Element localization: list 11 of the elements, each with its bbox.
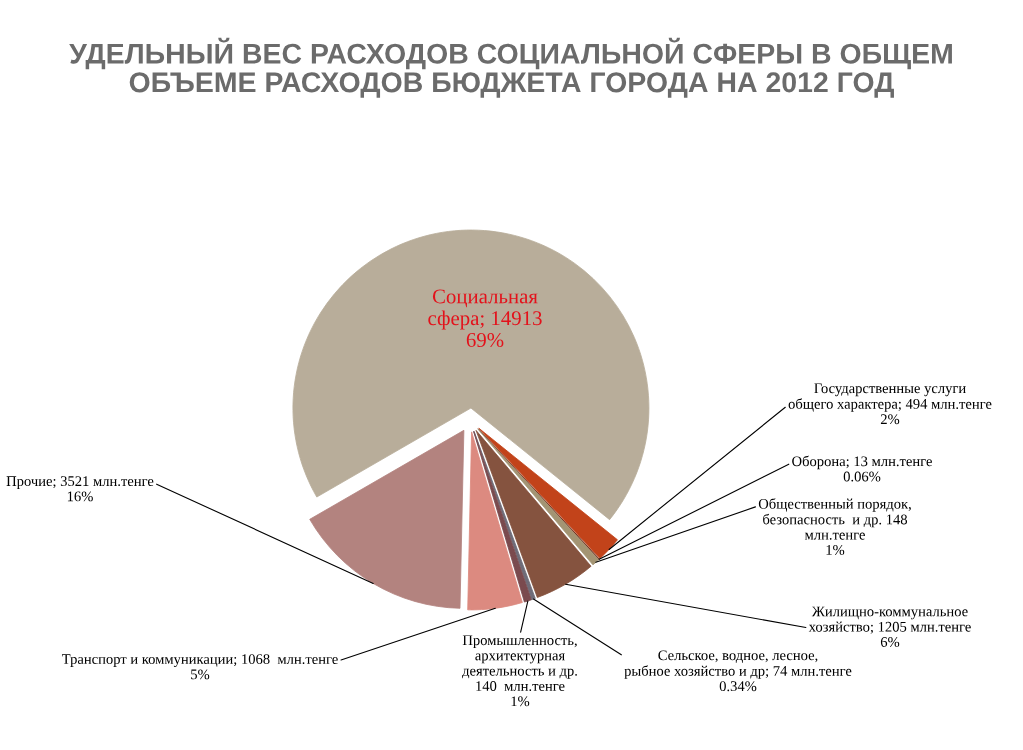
slice-label: Жилищно-коммунальное хозяйство; 1205 млн.тенге 6% — [808, 606, 971, 647]
data-label: 140 млн.тенге 1% — [476, 681, 565, 707]
slice-label: Государственные услуги общего характера; 494 млн.тенге 2% — [788, 383, 992, 425]
slice-label: Прочие; 3521 млн.тенге 16% — [6, 476, 154, 502]
slice-label: Транспорт и коммуникации; 1068 млн.тенге 5% — [61, 654, 338, 680]
slice-label: Промышленность, архитектурная деятельность и др. — [462, 635, 577, 679]
slice-label: Социальная сфера; 14913 69% — [428, 289, 542, 348]
slice-label: Общественный порядок, безопасность и др. 148 млн.тенге 1% — [758, 498, 911, 555]
slice-label: Оборона; 13 млн.тенге 0.06% — [792, 455, 932, 482]
slice-label: Сельское, водное, лесное, рыбное хозяйство и др; 74 млн.тенге 0.34% — [624, 650, 852, 692]
chart-title: УДЕЛЬНЫЙ ВЕС РАСХОДОВ СОЦИАЛЬНОЙ СФЕРЫ В ОБЩЕМ ОБЪЕМЕ РАСХОДОВ БЮДЖЕТА ГОРОДА НА 2012 ГОД — [69, 37, 952, 98]
